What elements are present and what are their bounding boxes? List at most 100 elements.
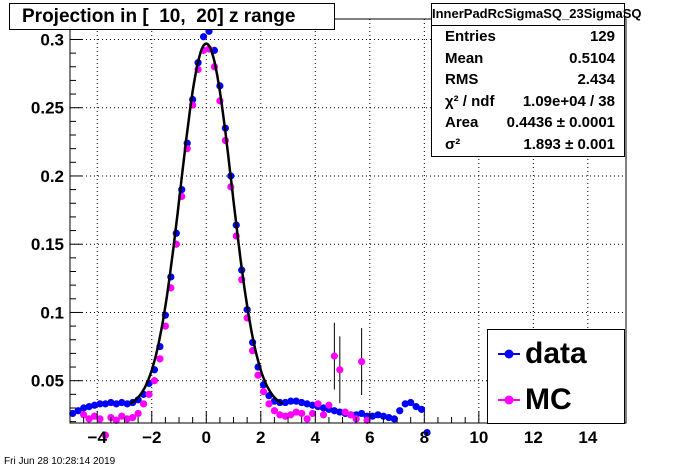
data-point: [368, 412, 377, 420]
stats-row-area: Area 0.4436 ± 0.0001: [432, 112, 624, 134]
data-point: [298, 398, 306, 407]
data-point: [112, 400, 120, 408]
mc-point: [259, 388, 268, 396]
mc-point: [298, 409, 306, 418]
mc-point: [139, 400, 148, 408]
y-tick-label: 0.05: [31, 372, 64, 391]
data-point: [308, 401, 317, 409]
legend-item-data: data: [488, 334, 624, 374]
x-tick-label: 4: [311, 428, 321, 447]
stats-row-mean: Mean 0.5104: [432, 48, 624, 70]
x-tick-label: 2: [256, 428, 265, 447]
x-tick-label: 10: [469, 428, 488, 447]
data-point: [358, 409, 366, 418]
x-tick-label: 0: [202, 428, 211, 447]
mc-point: [96, 415, 104, 423]
mc-point: [156, 355, 164, 363]
legend-item-mc: MC: [488, 380, 624, 420]
fit-curve: [129, 42, 284, 405]
stats-box: InnerPadRcSigmaSQ_23SigmaSQ Entries 129 …: [431, 3, 642, 157]
stats-histogram-name: InnerPadRcSigmaSQ_23SigmaSQ: [432, 4, 642, 26]
chart-title: Projection in [ 10, 20] z range: [9, 3, 335, 30]
data-point: [107, 398, 115, 407]
mc-point: [347, 411, 355, 419]
data-point: [101, 400, 110, 408]
data-point: [118, 398, 126, 407]
data-point: [90, 401, 99, 409]
mc-point: [150, 377, 159, 385]
mc-point: [292, 408, 300, 416]
x-tick-label: 12: [524, 428, 543, 447]
data-point: [199, 33, 208, 41]
data-point: [330, 407, 338, 415]
mc-point: [129, 413, 137, 422]
x-tick-label: 14: [578, 428, 597, 447]
mc-point: [134, 409, 142, 418]
stats-label: Area: [445, 114, 479, 132]
data-point: [379, 412, 388, 420]
mc-point: [123, 415, 131, 423]
data-point: [74, 407, 82, 415]
stats-row-rms: RMS 2.434: [432, 69, 624, 91]
data-point: [96, 400, 104, 408]
mc-point: [90, 412, 99, 420]
data-point: [374, 411, 382, 419]
plot-frame: [69, 18, 627, 424]
data-point: [412, 403, 420, 411]
mc-point: [325, 401, 333, 409]
stats-value: 2.434: [577, 71, 615, 89]
y-tick-label: 0.3: [40, 30, 64, 49]
mc-point: [308, 409, 317, 418]
stats-value: 129: [589, 28, 615, 45]
legend-marker-data: [498, 349, 520, 359]
x-tick-label: −4: [88, 428, 108, 447]
mc-point: [276, 411, 284, 419]
stats-value: 0.4436 ± 0.0001: [506, 114, 615, 132]
stats-row-entries: Entries 129: [432, 26, 624, 48]
data-point: [69, 409, 77, 418]
stats-value: 1.893 ± 0.001: [523, 135, 615, 153]
mc-point: [145, 390, 153, 398]
y-tick-label: 0.25: [31, 99, 64, 118]
data-point: [385, 413, 393, 422]
datestamp: Fri Jun 28 10:28:14 2019: [4, 456, 116, 467]
data-point: [390, 415, 398, 423]
mc-point: [281, 412, 289, 420]
mc-point: [358, 357, 366, 366]
mc-point: [319, 411, 328, 419]
mc-point: [265, 400, 273, 408]
stats-value: 0.5104: [569, 49, 615, 67]
data-point: [292, 397, 300, 405]
mc-point: [303, 415, 311, 423]
mc-point: [254, 371, 262, 379]
legend-marker-mc: [498, 395, 520, 405]
x-tick-label: −2: [142, 428, 161, 447]
data-point: [396, 407, 404, 415]
data-point: [85, 403, 93, 411]
mc-point: [270, 407, 279, 415]
mc-point: [330, 352, 338, 360]
data-point: [336, 408, 344, 416]
mc-point: [118, 412, 126, 420]
x-tick-label: 6: [365, 428, 374, 447]
mc-point: [341, 408, 349, 416]
y-tick-label: 0.2: [40, 167, 64, 186]
mc-point: [80, 411, 88, 419]
legend-label-data: data: [525, 337, 587, 370]
mc-point: [336, 366, 344, 374]
stats-label: RMS: [445, 71, 479, 89]
data-point: [80, 404, 88, 412]
mc-point: [112, 416, 120, 424]
data-point: [303, 400, 311, 408]
data-point: [401, 400, 409, 408]
data-points: [69, 27, 431, 439]
mc-point: [101, 431, 110, 439]
mc-point: [85, 415, 93, 423]
stats-label: χ² / ndf: [445, 92, 495, 110]
data-point: [319, 404, 328, 412]
stats-label: Mean: [445, 49, 484, 67]
stats-label: σ²: [445, 135, 461, 153]
legend-label-mc: MC: [525, 383, 572, 416]
y-tick-label: 0.15: [31, 235, 64, 254]
